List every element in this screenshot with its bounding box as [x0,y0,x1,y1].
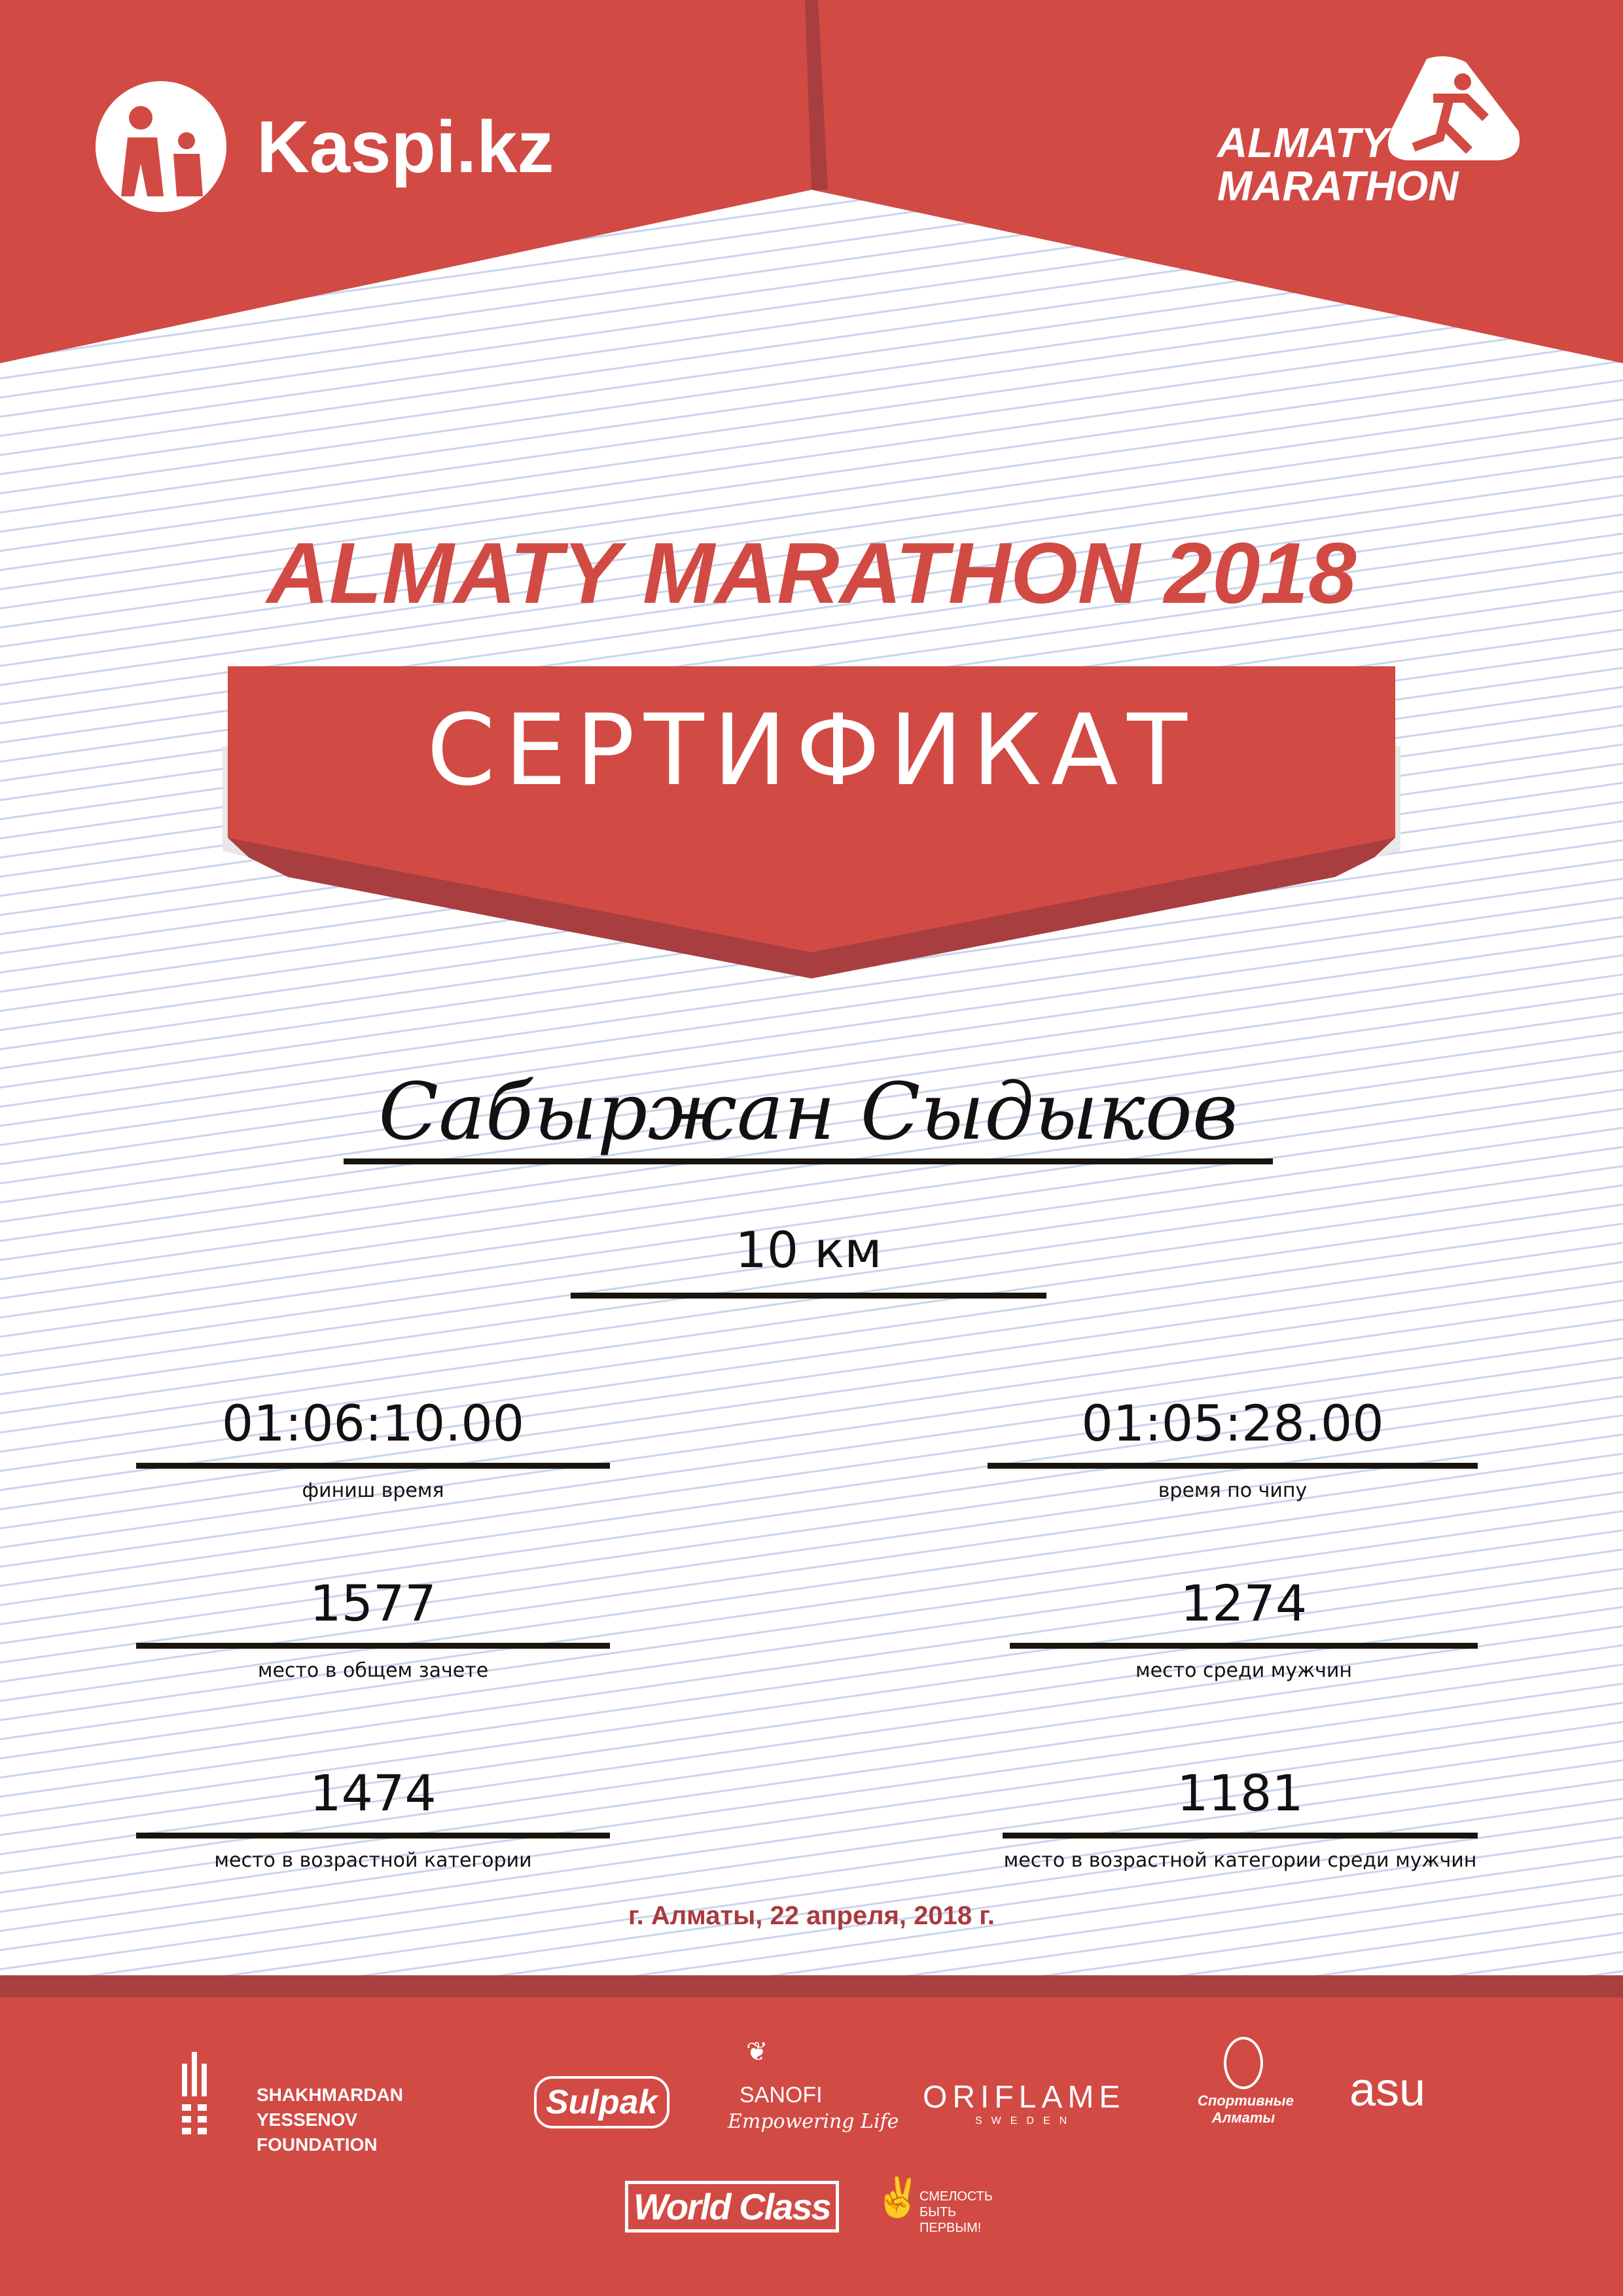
sport-almaty-logo: Спортивные Алматы [1198,2092,1294,2126]
result-value: 1181 [1177,1764,1304,1822]
almaty-marathon-runner-icon [1387,56,1520,160]
yessenov-icon [182,2052,221,2134]
result-value: 1577 [310,1574,437,1632]
sanofi-tagline: Empowering Life [728,2110,899,2133]
distance-underline [571,1293,1046,1299]
certificate-banner [223,666,1400,978]
result-label: место в общем зачете [257,1659,489,1682]
participant-name: Сабыржан Сыдыков [378,1067,1238,1158]
sanofi-logo: SANOFI [740,2083,823,2108]
result-value: 01:06:10.00 [221,1394,525,1452]
distance: 10 км [735,1221,882,1279]
result-value: 01:05:28.00 [1081,1394,1384,1452]
sport-almaty-emblem-icon [1224,2037,1263,2089]
result-underline [1010,1643,1478,1649]
result-underline [136,1463,610,1469]
result-label: место в возрастной категории среди мужчи… [1003,1849,1477,1872]
almaty-marathon-logo: ALMATY MARATHON [1217,121,1459,207]
result-underline [136,1643,610,1649]
footer-band [0,1975,1623,1998]
result-age-place: 1474 место в возрастной категории [136,1764,610,1872]
result-value: 1274 [1180,1574,1308,1632]
kaspi-icon [96,81,226,212]
result-label: время по чипу [1158,1479,1308,1502]
result-chip-time: 01:05:28.00 время по чипу [988,1394,1478,1502]
result-underline [1003,1833,1478,1839]
worldclass-logo: World Class [625,2181,839,2233]
kaspi-logo-text: Kaspi.kz [257,106,554,188]
sponsors-footer: SHAKHMARDAN YESSENOV FOUNDATION Sulpak ❦… [0,1998,1623,2296]
logo-line1: ALMATY [1217,119,1389,166]
fund-figure-icon: ✌ [874,2176,923,2219]
result-label: место среди мужчин [1135,1659,1352,1682]
logo-line2: MARATHON [1217,162,1459,209]
result-label: место в возрастной категории [214,1849,532,1872]
sulpak-logo: Sulpak [534,2076,669,2128]
result-underline [988,1463,1478,1469]
event-title: ALMATY MARATHON 2018 [266,525,1357,621]
result-male-place: 1274 место среди мужчин [1010,1574,1478,1682]
yessenov-logo: SHAKHMARDAN YESSENOV FOUNDATION [257,2085,403,2155]
result-underline [136,1833,610,1839]
name-underline [344,1158,1273,1164]
result-overall-place: 1577 место в общем зачете [136,1574,610,1682]
result-finish-time: 01:06:10.00 финиш время [136,1394,610,1502]
fund-logo: СМЕЛОСТЬ БЫТЬ ПЕРВЫМ! [919,2189,993,2235]
certificate-heading: СЕРТИФИКАТ [427,694,1196,808]
oriflame-sweden: SWEDEN [975,2115,1077,2126]
result-age-male-place: 1181 место в возрастной категории среди … [1003,1764,1478,1872]
issue-date: г. Алматы, 22 апреля, 2018 г. [628,1901,995,1930]
sanofi-bird-icon: ❦ [746,2037,768,2066]
result-label: финиш время [302,1479,444,1502]
result-value: 1474 [310,1764,437,1822]
header-banner [0,0,1623,363]
asu-logo: asu [1349,2064,1426,2116]
oriflame-logo: ORIFLAME [923,2080,1126,2115]
